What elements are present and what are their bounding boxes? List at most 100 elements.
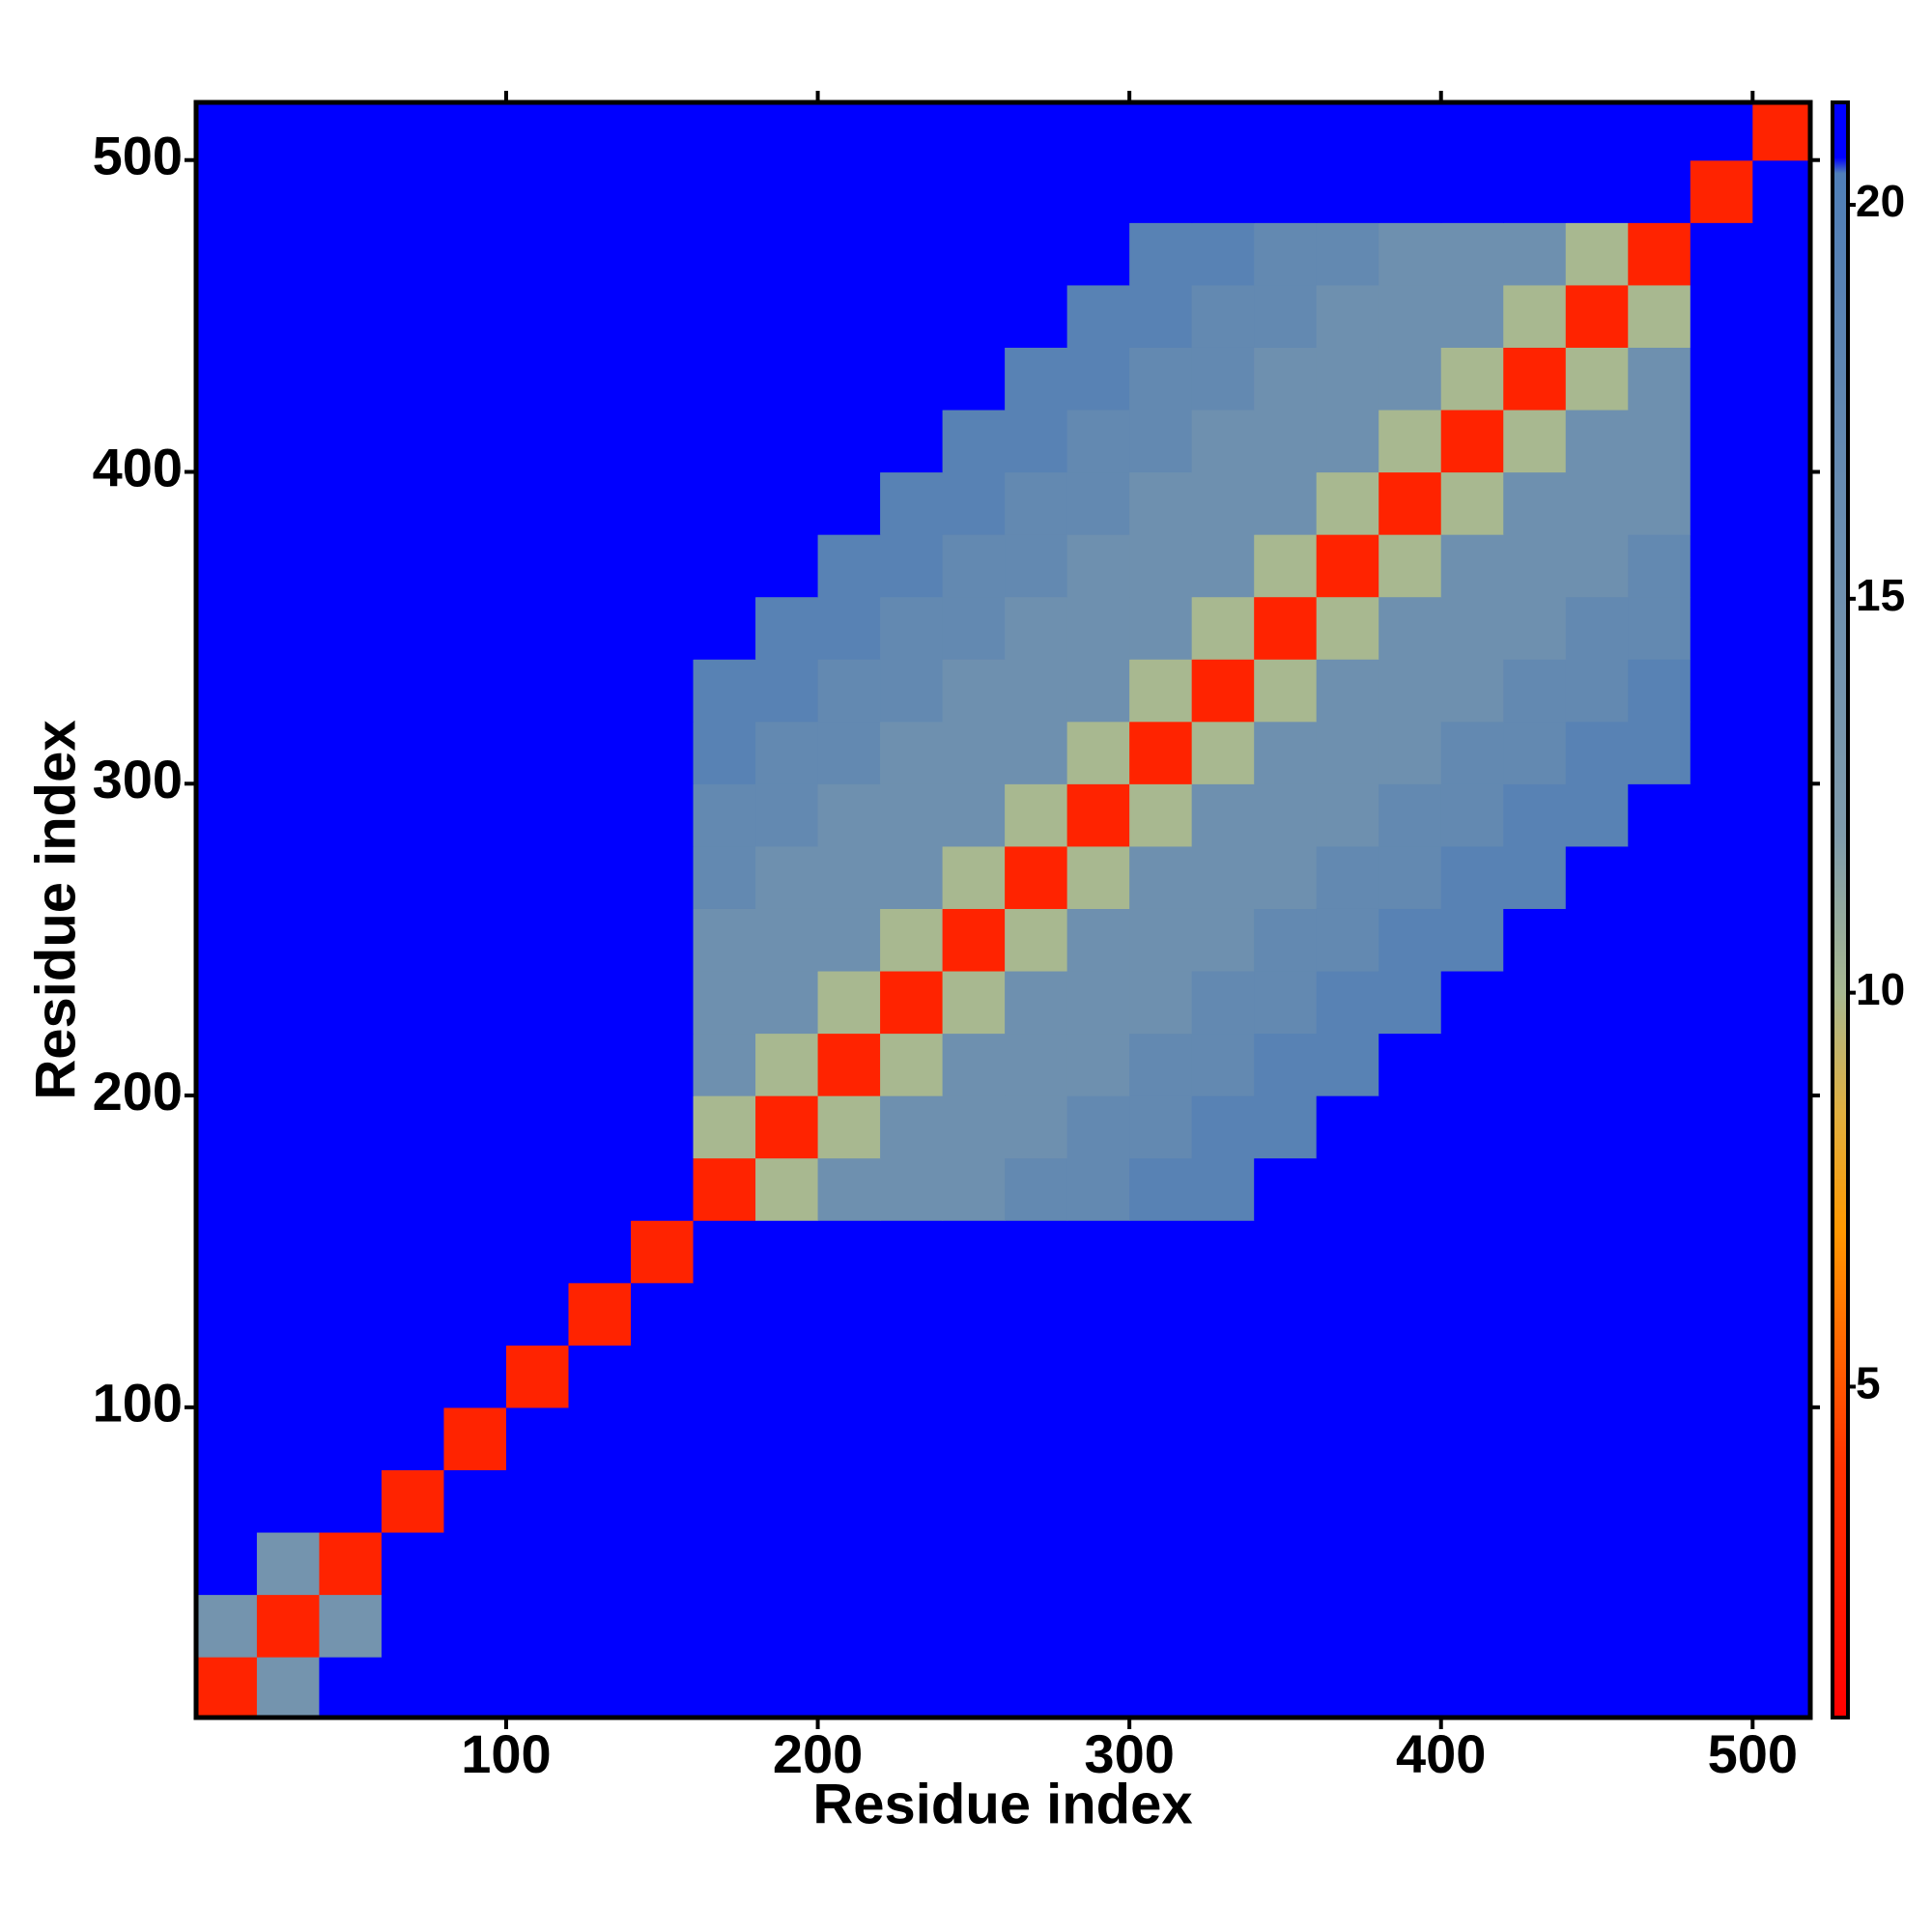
heatmap-cell	[1752, 1594, 1810, 1658]
heatmap-cell	[1752, 659, 1810, 723]
heatmap-cell	[568, 783, 632, 847]
heatmap-cell	[880, 970, 944, 1035]
heatmap-cell	[1628, 1406, 1691, 1470]
heatmap-cell	[443, 1157, 507, 1221]
heatmap-cell	[319, 284, 383, 348]
heatmap-cell	[568, 908, 632, 972]
heatmap-cell	[1440, 347, 1504, 411]
heatmap-cell	[1316, 1531, 1379, 1596]
heatmap-cell	[1440, 1469, 1504, 1533]
heatmap-cell	[1440, 102, 1504, 161]
heatmap-cell	[880, 471, 944, 535]
heatmap-cell	[1129, 845, 1193, 909]
heatmap-cell	[505, 1282, 570, 1346]
heatmap-cell	[1378, 1095, 1442, 1159]
heatmap-cell	[880, 659, 944, 723]
heatmap-cell	[817, 596, 881, 660]
heatmap-cell	[1503, 1594, 1567, 1658]
heatmap-cell	[1129, 1531, 1193, 1596]
heatmap-cell	[381, 1157, 445, 1221]
heatmap-cell	[196, 1657, 258, 1718]
heatmap-cell	[1191, 284, 1255, 348]
heatmap-cell	[1005, 1033, 1068, 1096]
heatmap-cell	[1503, 409, 1567, 473]
heatmap-cell	[942, 1095, 1006, 1159]
heatmap-cell	[1628, 596, 1691, 660]
heatmap-cell	[693, 347, 756, 411]
heatmap-cell	[817, 721, 881, 784]
heatmap-cell	[1503, 159, 1567, 223]
heatmap-cell	[1005, 1531, 1068, 1596]
heatmap-cell	[443, 102, 507, 161]
heatmap-cell	[1066, 1345, 1130, 1408]
heatmap-cell	[1440, 845, 1504, 909]
heatmap-cell	[1316, 471, 1379, 535]
heatmap-cell	[443, 347, 507, 411]
heatmap-cell	[1129, 721, 1193, 784]
heatmap-cell	[1005, 1220, 1068, 1284]
heatmap-cell	[817, 1095, 881, 1159]
heatmap-cell	[1440, 1531, 1504, 1596]
heatmap-cell	[1254, 783, 1318, 847]
colorbar-tick-label: 15	[1856, 570, 1905, 620]
heatmap-cell	[505, 1531, 570, 1596]
heatmap-cell	[1191, 471, 1255, 535]
heatmap-cell	[1005, 1594, 1068, 1658]
heatmap-cell	[1005, 908, 1068, 972]
heatmap-cell	[1690, 471, 1753, 535]
heatmap-cell	[1129, 1033, 1193, 1096]
heatmap-cell	[1378, 1406, 1442, 1470]
heatmap-cell	[1191, 596, 1255, 660]
heatmap-cell	[942, 1033, 1006, 1096]
heatmap-cell	[505, 1657, 570, 1718]
heatmap-cell	[196, 409, 258, 473]
heatmap-cell	[1066, 159, 1130, 223]
heatmap-cell	[631, 1657, 695, 1718]
heatmap-cell	[1254, 845, 1318, 909]
heatmap-cells	[196, 102, 1810, 1718]
heatmap-cell	[942, 659, 1006, 723]
heatmap-cell	[631, 534, 695, 598]
heatmap-cell	[443, 1095, 507, 1159]
heatmap-cell	[755, 1033, 819, 1096]
heatmap-cell	[1503, 1157, 1567, 1221]
heatmap-cell	[1690, 1345, 1753, 1408]
heatmap-cell	[817, 1282, 881, 1346]
heatmap-cell	[256, 845, 321, 909]
heatmap-cell	[1066, 284, 1130, 348]
heatmap-cell	[381, 1220, 445, 1284]
heatmap-cell	[1752, 1531, 1810, 1596]
heatmap-cell	[1254, 1095, 1318, 1159]
heatmap-cell	[319, 1594, 383, 1658]
heatmap-cell	[755, 534, 819, 598]
heatmap-cell	[505, 596, 570, 660]
heatmap-cell	[1005, 845, 1068, 909]
heatmap-cell	[817, 1594, 881, 1658]
heatmap-cell	[1628, 102, 1691, 161]
y-axis-title: Residue index	[24, 720, 87, 1099]
heatmap-cell	[568, 659, 632, 723]
heatmap-cell	[1254, 347, 1318, 411]
heatmap-cell	[1690, 1220, 1753, 1284]
heatmap-cell	[443, 783, 507, 847]
heatmap-cell	[1316, 970, 1379, 1035]
heatmap-cell	[1254, 908, 1318, 972]
heatmap-cell	[1440, 284, 1504, 348]
heatmap-cell	[1129, 222, 1193, 286]
y-tick-label: 100	[93, 1373, 183, 1434]
heatmap-cell	[1005, 534, 1068, 598]
heatmap-cell	[319, 347, 383, 411]
heatmap-cell	[817, 908, 881, 972]
x-tick-label: 200	[773, 1723, 863, 1784]
heatmap-cell	[381, 1531, 445, 1596]
heatmap-cell	[1316, 1220, 1379, 1284]
heatmap-cell	[1316, 1282, 1379, 1346]
heatmap-cell	[1503, 1033, 1567, 1096]
heatmap-cell	[319, 534, 383, 598]
heatmap-cell	[1254, 159, 1318, 223]
heatmap-cell	[381, 1406, 445, 1470]
heatmap-cell	[693, 1657, 756, 1718]
heatmap-cell	[1316, 1033, 1379, 1096]
heatmap-cell	[1690, 596, 1753, 660]
